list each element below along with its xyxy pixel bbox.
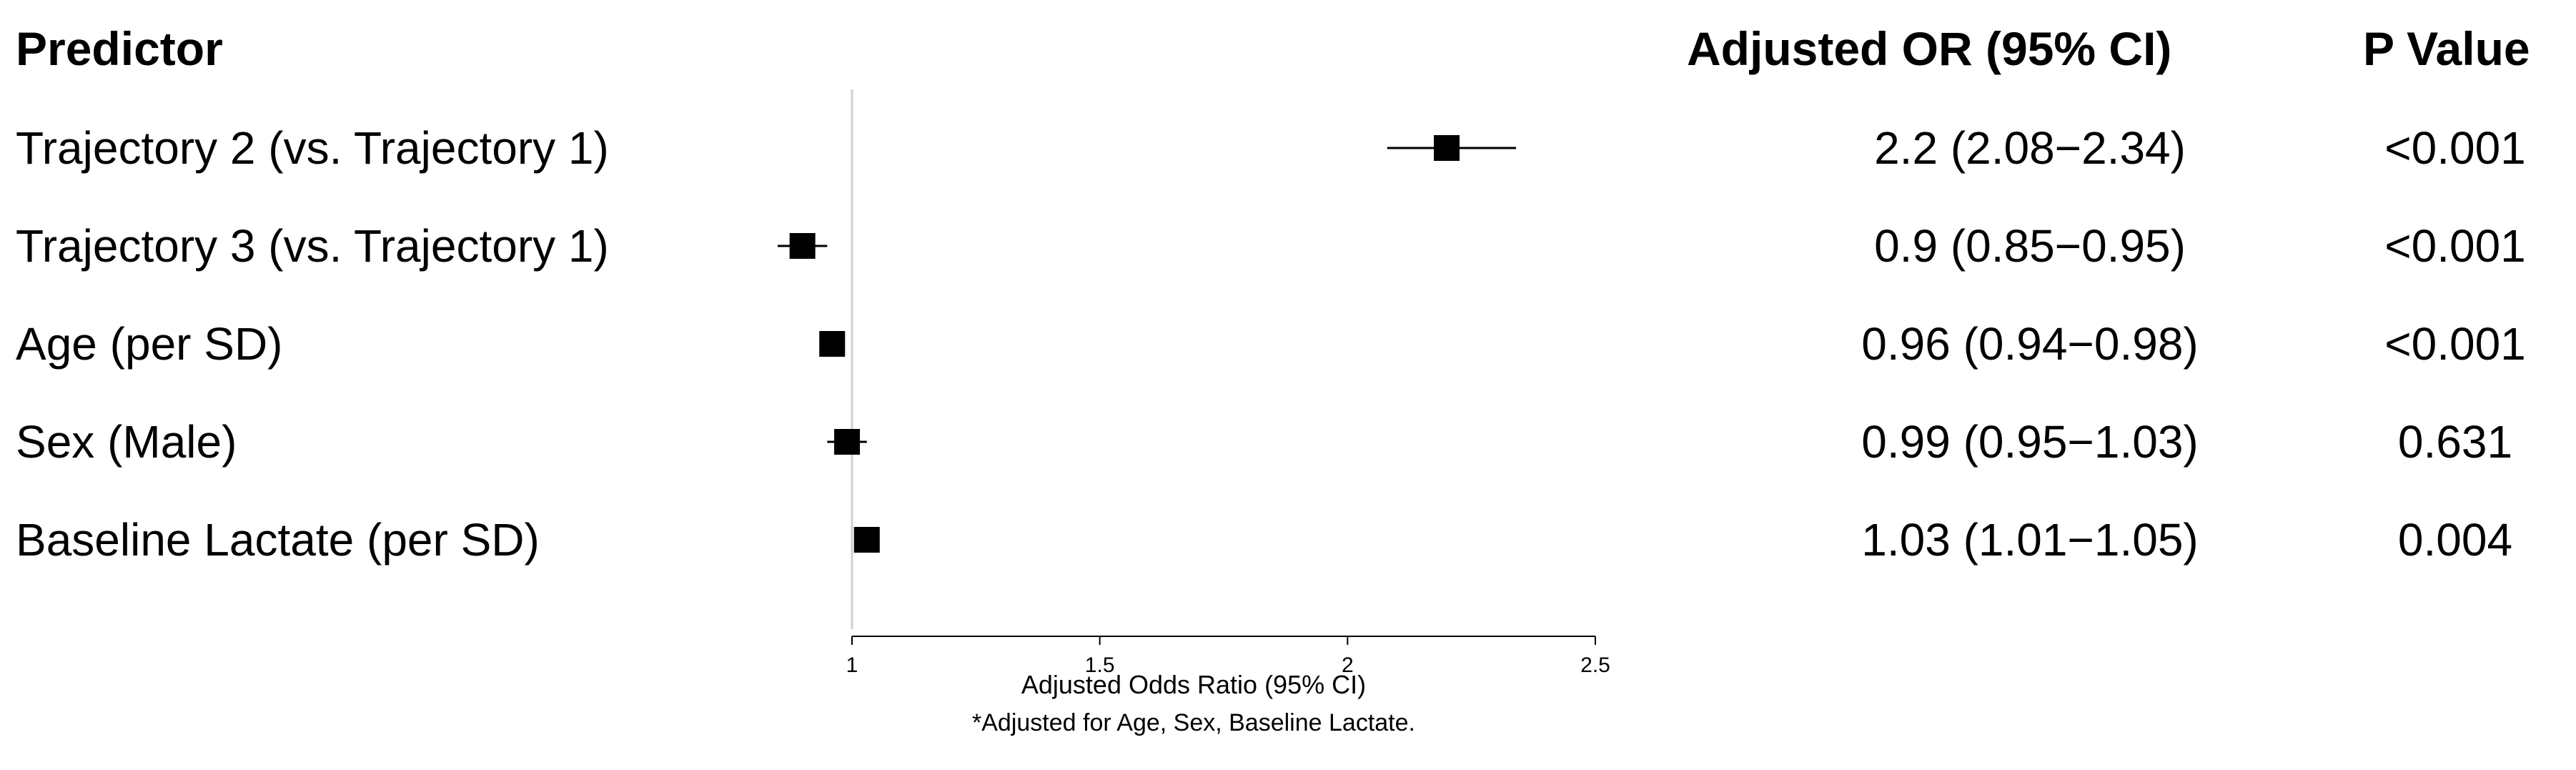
predictor-column-header: Predictor — [16, 22, 223, 75]
point-estimate — [834, 429, 861, 455]
predictor-label: Sex (Male) — [16, 416, 237, 468]
x-tick-label: 1.5 — [1085, 653, 1115, 677]
p-value: <0.001 — [2384, 122, 2526, 174]
odds-ratio-value: 0.99 (0.95−1.03) — [1861, 416, 2199, 468]
odds-ratio-column-header: Adjusted OR (95% CI) — [1687, 22, 2172, 75]
predictor-label: Trajectory 3 (vs. Trajectory 1) — [16, 220, 609, 272]
predictor-label: Trajectory 2 (vs. Trajectory 1) — [16, 122, 609, 174]
point-estimate — [789, 233, 816, 259]
p-value: <0.001 — [2384, 220, 2526, 272]
x-tick-label: 1 — [846, 653, 858, 677]
x-axis-title: Adjusted Odds Ratio (95% CI) — [1021, 670, 1366, 699]
odds-ratio-value: 1.03 (1.01−1.05) — [1861, 514, 2199, 566]
odds-ratio-value: 0.96 (0.94−0.98) — [1861, 318, 2199, 370]
p-value: 0.004 — [2397, 514, 2513, 566]
odds-ratio-value: 2.2 (2.08−2.34) — [1874, 122, 2186, 174]
p-value: <0.001 — [2384, 318, 2526, 370]
x-tick-label: 2 — [1342, 653, 1354, 677]
point-estimate — [853, 527, 880, 553]
predictor-label: Baseline Lactate (per SD) — [16, 514, 540, 566]
odds-ratio-value: 0.9 (0.85−0.95) — [1874, 220, 2186, 272]
point-estimate — [819, 331, 846, 357]
predictor-label: Age (per SD) — [16, 318, 283, 370]
p-value-column-header: P Value — [2363, 22, 2530, 75]
x-tick-label: 2.5 — [1580, 653, 1610, 677]
footnote: *Adjusted for Age, Sex, Baseline Lactate… — [972, 709, 1415, 736]
p-value: 0.631 — [2397, 416, 2513, 468]
point-estimate — [1434, 135, 1460, 161]
